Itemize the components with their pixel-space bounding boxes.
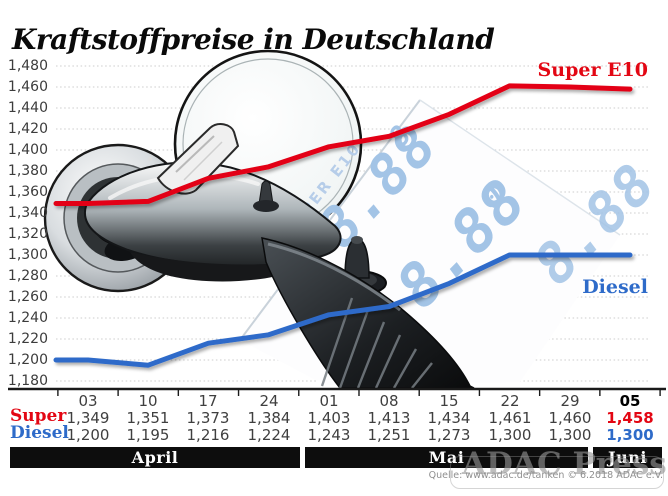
table-cell-diesel: 1,300 bbox=[548, 426, 592, 444]
y-tick-label: 1,460 bbox=[7, 79, 48, 95]
x-tick-label: 08 bbox=[379, 392, 399, 410]
nozzle-trigger-guard bbox=[156, 123, 240, 195]
y-tick-label: 1,280 bbox=[7, 268, 48, 284]
x-tick-label: 15 bbox=[439, 392, 459, 410]
y-tick-label: 1,200 bbox=[7, 352, 48, 368]
table-cell-diesel: 1,195 bbox=[126, 426, 170, 444]
table-cell-super: 1,384 bbox=[247, 409, 291, 427]
nozzle-handle bbox=[261, 237, 475, 389]
table-cell-diesel: 1,216 bbox=[186, 426, 230, 444]
x-tick-label: 01 bbox=[319, 392, 339, 410]
y-tick-label: 1,340 bbox=[7, 205, 48, 221]
month-band-mai: Mai bbox=[305, 447, 588, 468]
x-tick-label: 29 bbox=[560, 392, 580, 410]
y-tick-label: 1,380 bbox=[7, 163, 48, 179]
table-row-header-super: Super bbox=[10, 406, 67, 426]
table-cell-diesel: 1,300 bbox=[606, 426, 654, 444]
table-cell-super: 1,461 bbox=[488, 409, 532, 427]
table-cell-super: 1,460 bbox=[548, 409, 592, 427]
table-cell-super: 1,434 bbox=[427, 409, 471, 427]
y-tick-label: 1,320 bbox=[7, 226, 48, 242]
x-tick-label: 17 bbox=[198, 392, 218, 410]
y-tick-label: 1,300 bbox=[7, 247, 48, 263]
month-band-juni: Juni bbox=[593, 447, 662, 468]
x-axis bbox=[8, 387, 666, 396]
y-tick-label: 1,400 bbox=[7, 142, 48, 158]
x-tick-label: 10 bbox=[138, 392, 158, 410]
y-tick-label: 1,480 bbox=[7, 58, 48, 74]
data-lines bbox=[53, 83, 633, 368]
x-tick-label: 22 bbox=[500, 392, 520, 410]
table-cell-super: 1,413 bbox=[367, 409, 411, 427]
x-tick-label: 24 bbox=[259, 392, 279, 410]
table-cell-super: 1,351 bbox=[126, 409, 170, 427]
page-title: Kraftstoffpreise in Deutschland bbox=[12, 22, 495, 56]
y-tick-label: 1,180 bbox=[7, 373, 48, 389]
y-tick-label: 1,240 bbox=[7, 310, 48, 326]
small-knob-icon bbox=[253, 180, 279, 212]
table-cell-diesel: 1,243 bbox=[307, 426, 351, 444]
adac-presse-watermark: ADAC Presse bbox=[462, 446, 668, 482]
x-tick-label: 03 bbox=[78, 392, 98, 410]
y-tick-label: 1,420 bbox=[7, 121, 48, 137]
y-tick-label: 1,360 bbox=[7, 184, 48, 200]
table-cell-super: 1,373 bbox=[186, 409, 230, 427]
table-row-header-diesel: Diesel bbox=[10, 423, 69, 443]
press-stamp-border bbox=[450, 456, 664, 489]
month-band-april: April bbox=[10, 447, 300, 468]
table-cell-diesel: 1,224 bbox=[247, 426, 291, 444]
table-cell-diesel: 1,251 bbox=[367, 426, 411, 444]
table-cell-super: 1,349 bbox=[66, 409, 110, 427]
table-cell-super: 1,458 bbox=[606, 409, 654, 427]
table-cell-super: 1,403 bbox=[307, 409, 351, 427]
table-cell-diesel: 1,200 bbox=[66, 426, 110, 444]
table-cell-diesel: 1,300 bbox=[488, 426, 532, 444]
x-tick-label: 05 bbox=[619, 392, 641, 410]
source-credit: Quelle: www.adac.de/tanken © 6.2018 ADAC… bbox=[428, 470, 663, 481]
y-tick-label: 1,440 bbox=[7, 100, 48, 116]
y-tick-label: 1,260 bbox=[7, 289, 48, 305]
series-label-super-e10: Super E10 bbox=[537, 59, 648, 81]
fuel-nozzle-illustration: SUPER E10 8.88 8 DIESEL 8.88 0 8.88 bbox=[43, 49, 665, 389]
y-tick-label: 1,220 bbox=[7, 331, 48, 347]
series-label-diesel: Diesel bbox=[582, 276, 648, 298]
table-cell-diesel: 1,273 bbox=[427, 426, 471, 444]
